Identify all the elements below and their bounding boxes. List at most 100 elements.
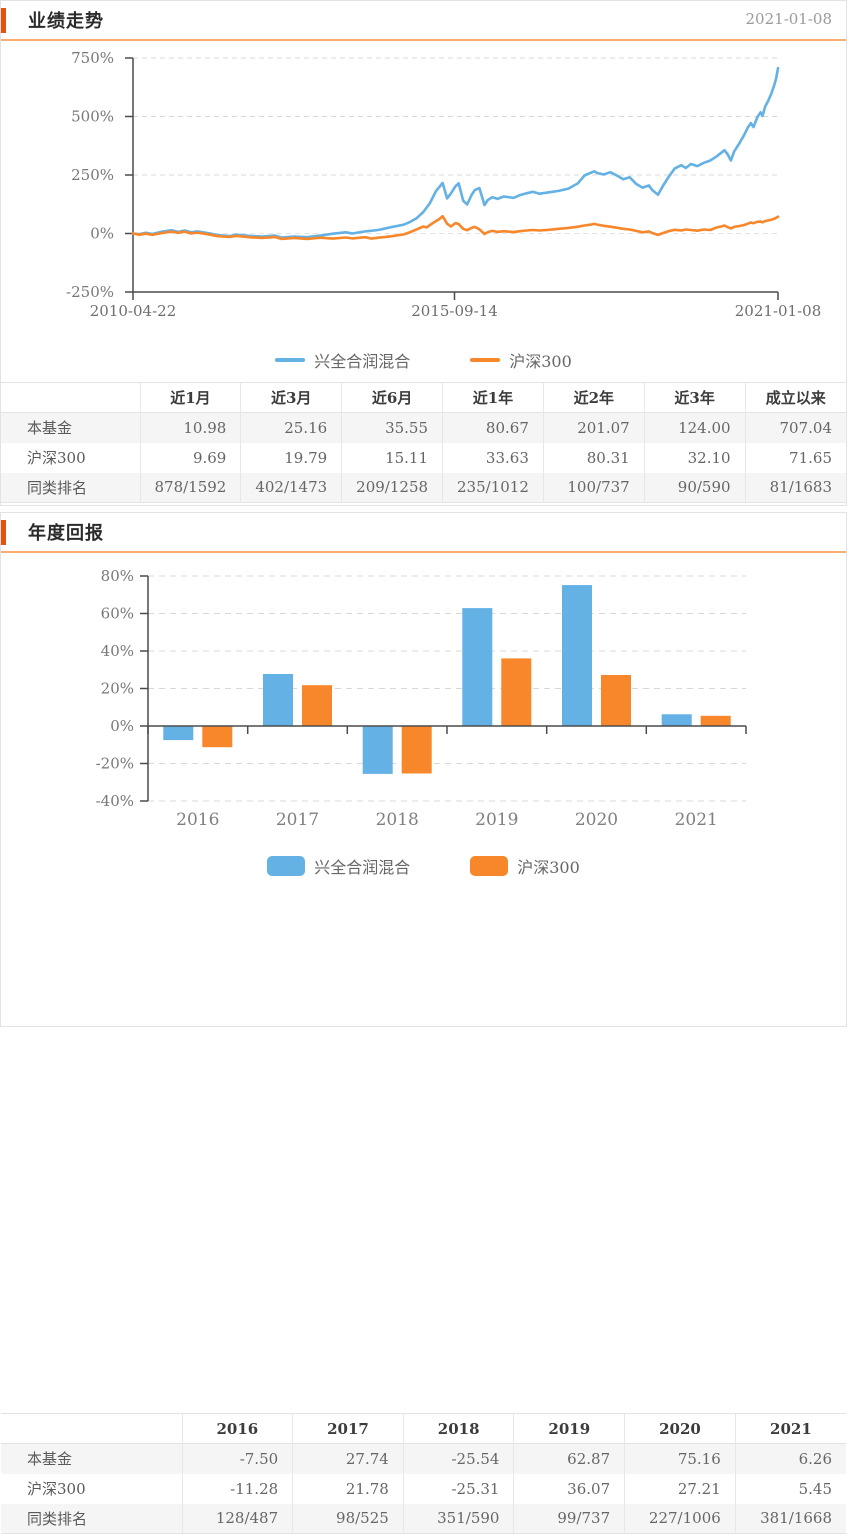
- cell-value: 381/1668: [760, 1509, 832, 1528]
- y-tick-label: 0%: [90, 225, 114, 243]
- annual-return-table: 2016 2017 2018 2019 2020 2021 本基金 -7.50 27.74 -25…: [1, 1413, 846, 1534]
- column-header: 近3月: [240, 382, 343, 413]
- x-category-label: 2020: [575, 810, 618, 830]
- cell-value: 15.11: [341, 442, 444, 473]
- y-tick-label: -250%: [66, 283, 114, 301]
- cell-value: 90/590: [644, 472, 746, 503]
- annual-return-bar-chart: 80% 60% 40% 20% 0% -20% -40% 2016 2017 2018 2019 20…: [1, 563, 846, 843]
- legend-item-fund[interactable]: 兴全合润混合: [275, 348, 410, 372]
- cell-value: 75.16: [624, 1443, 736, 1474]
- bar-chart-svg: 80% 60% 40% 20% 0% -20% -40% 2016 2017 2018 2019 20…: [96, 567, 747, 830]
- y-tick-label: 750%: [71, 49, 114, 67]
- cell-value: 878/1592: [140, 472, 242, 503]
- table-header-row: 2016 2017 2018 2019 2020 2021: [1, 1413, 846, 1444]
- cell-value: 201.07: [543, 412, 645, 443]
- fund-bar-2017: [263, 674, 293, 726]
- cell-value: 99/737: [513, 1503, 626, 1534]
- performance-section-title: 业绩走势: [28, 11, 104, 32]
- cell-value: 5.45: [798, 1479, 832, 1498]
- legend-item-benchmark[interactable]: 沪深300: [470, 854, 580, 878]
- column-header: 近6月: [341, 382, 444, 413]
- benchmark-bar-2017: [302, 685, 332, 726]
- benchmark-bar-2016: [202, 726, 233, 748]
- y-tick-label: 0%: [110, 717, 134, 735]
- table-row: 本基金 10.98 25.16 35.55 80.67 201.07 124.00 707.0…: [1, 412, 846, 443]
- y-tick-label: 250%: [71, 166, 114, 184]
- y-tick-label: 40%: [101, 642, 134, 660]
- x-category-label: 2016: [176, 810, 219, 830]
- legend-swatch-icon: [275, 358, 306, 362]
- bar-chart-legend: 兴全合润混合 沪深300: [1, 853, 846, 879]
- performance-section: 业绩走势 2021-01-08 750% 500% 250% 0% -250% 2010-…: [0, 0, 847, 506]
- table-row: 本基金 -7.50 27.74 -25.54 62.87 75.16 6.26: [1, 1443, 846, 1474]
- x-tick-label: 2015-09-14: [411, 302, 497, 320]
- cell-value: -11.28: [182, 1473, 294, 1504]
- column-header: 2020: [624, 1413, 736, 1444]
- x-category-label: 2017: [276, 810, 319, 830]
- column-header: 2021: [770, 1419, 812, 1438]
- cell-value: 19.79: [240, 442, 343, 473]
- benchmark-bar-2021: [700, 715, 731, 726]
- row-label: 同类排名: [1, 472, 141, 503]
- x-tick-label: 2021-01-08: [735, 302, 821, 320]
- y-tick-label: 80%: [101, 567, 134, 585]
- performance-line-chart: 750% 500% 250% 0% -250% 2010-04-22 2015-09-14 2…: [1, 46, 846, 336]
- row-label: 沪深300: [1, 442, 141, 473]
- legend-label: 沪深300: [509, 352, 572, 371]
- cell-value: 80.67: [442, 412, 544, 443]
- legend-swatch-icon: [267, 856, 306, 876]
- y-tick-label: -40%: [96, 792, 134, 810]
- cell-value: 32.10: [644, 442, 746, 473]
- column-header: [1, 1413, 183, 1444]
- cell-value: 27.74: [292, 1443, 404, 1474]
- row-label: 沪深300: [1, 1473, 183, 1504]
- cell-value: 9.69: [140, 442, 242, 473]
- annual-return-section: 年度回报 80% 60% 40% 20% 0% -20% -40% 2016 2017 2018 2…: [0, 512, 847, 1534]
- legend-item-fund[interactable]: 兴全合润混合: [267, 854, 410, 878]
- annual-section-header: 年度回报: [1, 513, 846, 553]
- cell-value: 6.26: [798, 1449, 832, 1468]
- column-header: 2016: [182, 1413, 294, 1444]
- cell-value: 10.98: [140, 412, 242, 443]
- legend-swatch-icon: [470, 358, 501, 362]
- cell-value: 33.63: [442, 442, 544, 473]
- x-category-label: 2021: [675, 810, 718, 830]
- y-tick-label: 20%: [101, 680, 134, 698]
- y-tick-label: 60%: [101, 605, 134, 623]
- column-header: 2018: [403, 1413, 515, 1444]
- row-label: 同类排名: [1, 1503, 183, 1534]
- cell-value: 209/1258: [341, 472, 444, 503]
- table-row: 沪深300 -11.28 21.78 -25.31 36.07 27.21 5.45: [1, 1473, 846, 1504]
- as-of-date: 2021-01-08: [745, 10, 832, 28]
- cell-value: 100/737: [543, 472, 645, 503]
- cell-value: 25.16: [240, 412, 343, 443]
- cell-value: 124.00: [644, 412, 746, 443]
- fund-bar-2021: [661, 714, 692, 726]
- table-row: 同类排名 878/1592 402/1473 209/1258 235/1012 100/…: [1, 472, 846, 503]
- cell-value: 62.87: [513, 1443, 626, 1474]
- legend-label: 沪深300: [517, 858, 580, 877]
- x-category-label: 2018: [376, 810, 419, 830]
- row-label: 本基金: [1, 1443, 183, 1474]
- performance-section-header: 业绩走势 2021-01-08: [1, 1, 846, 41]
- cell-value: 81/1683: [769, 478, 832, 497]
- cell-value: 128/487: [182, 1503, 294, 1534]
- line-chart-legend: 兴全合润混合 沪深300: [1, 347, 846, 373]
- cell-value: -7.50: [182, 1443, 294, 1474]
- legend-label: 兴全合润混合: [314, 352, 411, 371]
- benchmark-bar-2019: [501, 658, 532, 726]
- column-header: 成立以来: [765, 389, 826, 407]
- cell-value: 235/1012: [442, 472, 544, 503]
- y-tick-label: 500%: [71, 108, 114, 126]
- benchmark-series-line: [131, 214, 780, 241]
- table-row: 沪深300 9.69 19.79 15.11 33.63 80.31 32.10 71.65: [1, 442, 846, 473]
- fund-bar-2019: [462, 608, 493, 726]
- legend-item-benchmark[interactable]: 沪深300: [470, 348, 572, 372]
- cell-value: 21.78: [292, 1473, 404, 1504]
- x-tick-label: 2010-04-22: [90, 302, 176, 320]
- line-chart-svg: 750% 500% 250% 0% -250%2010-04-22 2015-09-14 2…: [66, 49, 821, 320]
- column-header: 近1年: [442, 382, 544, 413]
- legend-label: 兴全合润混合: [314, 858, 411, 877]
- fund-bar-2020: [562, 585, 592, 726]
- column-header: [1, 382, 141, 413]
